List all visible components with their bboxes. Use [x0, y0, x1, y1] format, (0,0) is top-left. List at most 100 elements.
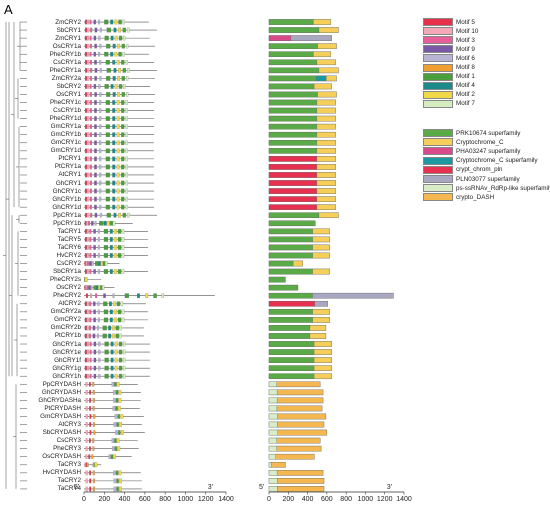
motif-box	[84, 156, 87, 162]
motif-box	[86, 333, 89, 339]
motif-box	[85, 27, 88, 33]
motif-box	[99, 140, 102, 146]
motif-box	[89, 180, 92, 186]
motif-box	[86, 220, 89, 226]
motif-box	[106, 27, 111, 33]
gene-label: CsCRY3	[56, 437, 81, 445]
motif-box	[92, 446, 95, 451]
motif-box	[125, 116, 128, 121]
domain-segment	[317, 91, 337, 98]
motif-box	[117, 245, 122, 250]
motif-box	[114, 51, 118, 57]
motif-box	[122, 27, 127, 33]
motif-box	[123, 365, 126, 371]
domain-segment	[268, 462, 272, 468]
motif-box	[121, 229, 125, 234]
motif-box	[99, 132, 102, 138]
motif-box	[117, 253, 122, 258]
axis-tick-label: 200	[98, 496, 111, 503]
domain-segment	[313, 349, 332, 355]
motif-box	[86, 349, 89, 355]
domain-segment	[268, 91, 318, 98]
motif-box	[121, 196, 125, 202]
motif-box	[121, 76, 125, 81]
domain-segment	[268, 397, 278, 404]
motif-box	[95, 293, 98, 299]
motif-box	[121, 132, 125, 138]
domain-segment	[268, 381, 277, 388]
gene-label: GmCRY1c	[51, 139, 81, 147]
motif-box	[112, 406, 116, 411]
motif-box	[105, 124, 110, 129]
motif-box	[121, 108, 125, 113]
motif-box	[85, 68, 88, 73]
motif-box	[84, 148, 87, 154]
motif-box	[86, 269, 89, 274]
motif-box	[120, 414, 124, 419]
motif-box	[112, 148, 116, 154]
domain-segment	[313, 365, 332, 371]
motif-box	[87, 27, 90, 33]
motif-box	[117, 237, 122, 242]
motif-box	[113, 237, 117, 242]
motif-box	[105, 204, 110, 210]
gene-label: SbCRY2	[56, 82, 81, 90]
motif-box	[90, 293, 93, 299]
domain-segment	[268, 188, 318, 194]
motif-box	[103, 309, 109, 315]
motif-box	[87, 140, 90, 146]
legend-label: Motif 8	[456, 64, 475, 71]
motif-box	[99, 27, 102, 33]
motif-box	[118, 19, 122, 25]
motif-box	[86, 301, 89, 307]
motif-box	[85, 76, 87, 81]
motif-box	[113, 245, 117, 250]
legend-swatch	[423, 138, 453, 147]
motif-box	[102, 333, 107, 339]
domain-segment	[268, 19, 314, 25]
motif-box	[113, 422, 117, 427]
motif-box	[94, 124, 97, 129]
motif-box	[116, 204, 120, 210]
motif-box	[90, 212, 93, 218]
motif-box	[94, 76, 97, 81]
legend-swatch	[423, 27, 453, 36]
domain-segment	[268, 429, 278, 436]
motif-box	[126, 76, 129, 81]
motif-box	[110, 51, 114, 57]
motif-box	[113, 317, 117, 323]
motif-box	[87, 204, 90, 210]
gene-label: ZmCRY1	[55, 34, 81, 42]
legend-swatch	[423, 129, 453, 137]
domain-segment	[316, 75, 327, 82]
gene-label: AtCRY2	[58, 300, 81, 308]
motif-box	[106, 220, 110, 226]
domain-segment	[316, 148, 336, 154]
gene-label: GhCRYDASHa	[38, 396, 81, 404]
motif-box	[122, 51, 125, 57]
domain-segment	[317, 43, 337, 49]
motif-box	[89, 245, 92, 250]
motif-box	[121, 245, 125, 250]
motif-box	[112, 164, 116, 170]
axis-tick-label: 200	[282, 496, 295, 503]
motif-box	[89, 237, 92, 242]
motif-box	[112, 180, 116, 186]
motif-box	[114, 365, 118, 371]
domain-segment	[268, 373, 315, 379]
axis-tick-label: 1200	[197, 496, 214, 503]
motif-box	[93, 253, 96, 258]
motif-box	[99, 68, 102, 73]
gene-label: GhCRY1d	[52, 203, 81, 211]
motif-box	[84, 237, 87, 242]
motif-box	[84, 188, 87, 194]
motif-box	[87, 164, 90, 170]
motif-box	[89, 156, 92, 162]
motif-box	[115, 325, 120, 331]
gene-label: GhCRY1g	[52, 364, 81, 372]
motif-box	[124, 293, 130, 299]
motif-box	[93, 245, 96, 250]
motif-box	[87, 76, 90, 81]
motif-box	[115, 390, 119, 395]
legend-label: PLN03077 superfamily	[456, 175, 520, 183]
